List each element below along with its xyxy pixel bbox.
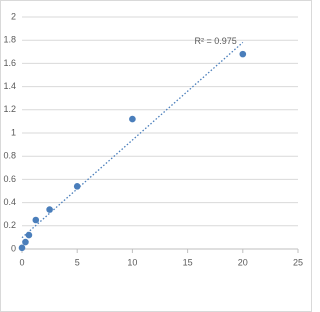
trendline — [21, 41, 244, 239]
y-tick-label: 1.6 — [3, 58, 16, 68]
point — [22, 238, 29, 246]
point — [32, 216, 40, 224]
y-tick-label: 0.2 — [3, 220, 16, 230]
y-tick-label: 0.4 — [3, 197, 16, 207]
y-tick-label: 2 — [11, 11, 16, 21]
chart: 00.20.40.60.811.21.41.61.820 5 10 15 20 25R² … — [0, 0, 312, 312]
y-tick-label: 0.6 — [3, 174, 16, 184]
x-tick-label: 15 — [183, 257, 193, 267]
y-tick-label: 1.8 — [3, 35, 16, 45]
x-tick-label: 25 — [293, 257, 303, 267]
point — [239, 50, 247, 58]
y-tick-label: 1.2 — [3, 104, 16, 114]
y-tick-label: 0.8 — [3, 151, 16, 161]
x-tick-label: 20 — [238, 257, 248, 267]
y-tick-label: 1.4 — [3, 81, 16, 91]
y-tick-label: 1 — [11, 127, 16, 137]
point — [18, 244, 26, 252]
x-tick-label: 5 — [75, 257, 80, 267]
x-tick-label: 10 — [127, 257, 137, 267]
y-tick-label: 0 — [11, 243, 16, 253]
point — [129, 115, 136, 123]
x-tick-label: 0 — [19, 257, 24, 267]
point — [73, 183, 81, 190]
trendline-label: R² = 0.975 — [195, 36, 237, 46]
point — [25, 231, 33, 239]
point — [46, 206, 53, 213]
